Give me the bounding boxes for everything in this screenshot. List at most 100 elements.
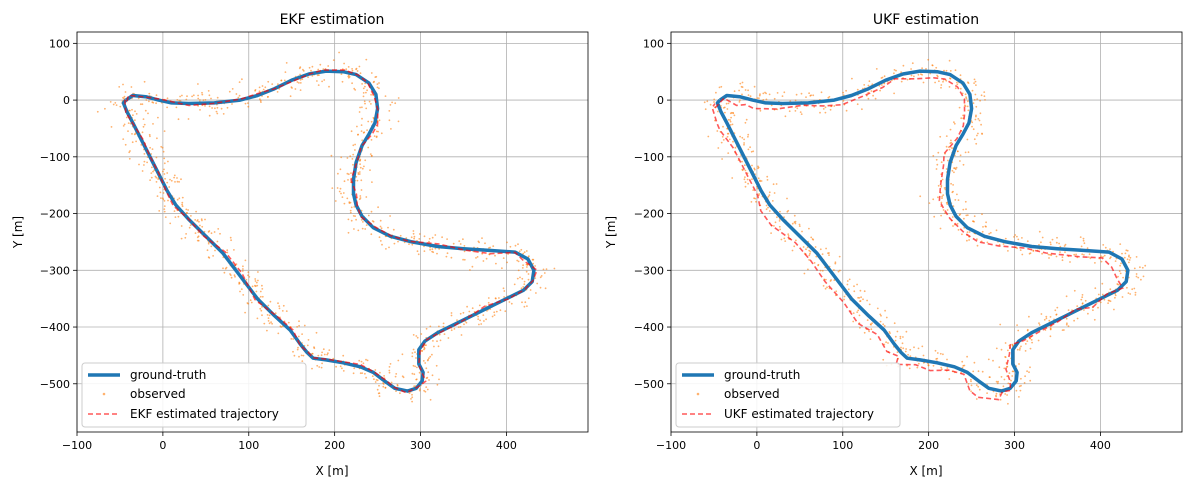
ukf-observed-point — [739, 82, 742, 85]
ukf-observed-point — [1007, 349, 1009, 352]
ekf-observed-point — [128, 109, 131, 112]
ukf-observed-point — [1104, 246, 1107, 249]
ekf-observed-point — [131, 141, 134, 144]
ekf-observed-point — [159, 191, 162, 194]
ekf-observed-point — [428, 357, 430, 360]
ukf-observed-point — [988, 376, 991, 378]
ekf-observed-point — [180, 237, 183, 240]
ekf-observed-point — [267, 80, 270, 83]
ukf-observed-point — [809, 250, 812, 253]
ukf-observed-point — [731, 177, 734, 179]
ekf-observed-point — [351, 82, 353, 85]
ekf-observed-point — [354, 89, 357, 91]
ekf-observed-point — [504, 310, 507, 313]
ekf-observed-point — [418, 233, 421, 235]
ukf-observed-point — [942, 194, 945, 197]
ekf-observed-point — [493, 314, 496, 316]
ukf-observed-point — [713, 101, 715, 103]
ukf-observed-point — [883, 75, 886, 78]
ukf-observed-point — [1141, 266, 1144, 269]
ekf-observed-point — [247, 302, 250, 305]
ukf-observed-point — [870, 323, 872, 326]
ukf-observed-point — [955, 166, 958, 169]
ekf-observed-point — [146, 161, 149, 164]
ekf-observed-point — [155, 156, 158, 159]
ekf-observed-point — [352, 153, 355, 156]
ukf-observed-point — [1026, 340, 1029, 342]
ekf-observed-point — [201, 93, 204, 96]
ukf-observed-point — [927, 364, 930, 367]
ekf-observed-point — [353, 206, 356, 208]
ukf-observed-point — [727, 118, 730, 121]
ekf-observed-point — [162, 192, 165, 194]
ukf-observed-point — [755, 200, 757, 203]
ekf-observed-point — [442, 322, 445, 325]
ukf-observed-point — [817, 264, 819, 267]
ekf-observed-point — [367, 146, 370, 149]
ukf-observed-point — [940, 161, 943, 164]
ekf-observed-point — [418, 371, 421, 374]
ekf-observed-point — [369, 169, 371, 172]
ekf-observed-point — [349, 201, 352, 204]
ekf-observed-point — [482, 260, 485, 262]
ekf-observed-point — [450, 312, 453, 314]
ekf-observed-point — [360, 189, 363, 191]
ekf-observed-point — [494, 254, 496, 257]
ukf-observed-point — [837, 270, 840, 273]
ekf-observed-point — [247, 105, 250, 108]
ukf-observed-point — [943, 69, 945, 72]
ukf-observed-point — [1081, 296, 1084, 299]
ukf-observed-point — [920, 73, 922, 75]
ukf-observed-point — [967, 109, 970, 112]
ekf-observed-point — [210, 232, 213, 235]
ukf-observed-point — [880, 314, 882, 317]
ekf-observed-point — [302, 70, 305, 72]
ekf-observed-point — [360, 360, 363, 363]
ekf-observed-point — [298, 324, 300, 327]
ekf-observed-point — [201, 91, 203, 94]
ukf-observed-point — [981, 370, 984, 373]
ukf-observed-point — [972, 102, 975, 104]
ukf-observed-point — [846, 280, 849, 282]
ekf-observed-point — [380, 227, 383, 230]
ekf-observed-point — [536, 282, 539, 285]
ekf-observed-point — [483, 320, 485, 322]
ukf-observed-point — [815, 255, 818, 258]
ukf-observed-point — [967, 82, 970, 84]
ekf-observed-point — [277, 83, 279, 85]
ekf-observed-point — [418, 238, 421, 240]
ekf-observed-point — [154, 175, 157, 178]
ukf-observed-point — [1123, 256, 1126, 259]
ukf-observed-point — [970, 378, 972, 381]
ukf-observed-point — [780, 238, 783, 241]
ekf-observed-point — [349, 209, 352, 212]
ekf-observed-point — [176, 177, 178, 179]
ekf-observed-point — [434, 234, 437, 236]
ukf-observed-point — [961, 366, 964, 369]
ukf-observed-point — [956, 193, 958, 196]
ekf-observed-point — [242, 294, 245, 296]
ekf-observed-point — [311, 75, 314, 77]
ekf-observed-point — [522, 264, 524, 267]
ukf-observed-point — [828, 252, 830, 254]
ekf-observed-point — [353, 367, 356, 370]
ukf-observed-point — [942, 80, 944, 83]
ekf-observed-point — [197, 94, 200, 97]
ekf-ground-truth-layer — [121, 69, 536, 393]
ukf-observed-point — [765, 208, 768, 211]
ekf-observed-point — [379, 219, 382, 222]
ekf-observed-point — [351, 68, 353, 70]
ukf-observed-point — [944, 188, 947, 191]
ekf-observed-point — [360, 219, 363, 221]
ekf-observed-point — [393, 242, 396, 245]
ukf-observed-point — [784, 115, 787, 118]
ukf-observed-point — [896, 330, 899, 333]
ukf-observed-point — [1037, 339, 1040, 342]
ukf-observed-point — [868, 303, 871, 306]
ukf-observed-point — [808, 254, 811, 257]
ekf-observed-point — [321, 80, 323, 83]
ukf-observed-point — [907, 353, 909, 356]
ekf-observed-point — [390, 127, 392, 130]
ekf-observed-point — [163, 162, 166, 165]
ekf-observed-point — [370, 72, 373, 74]
